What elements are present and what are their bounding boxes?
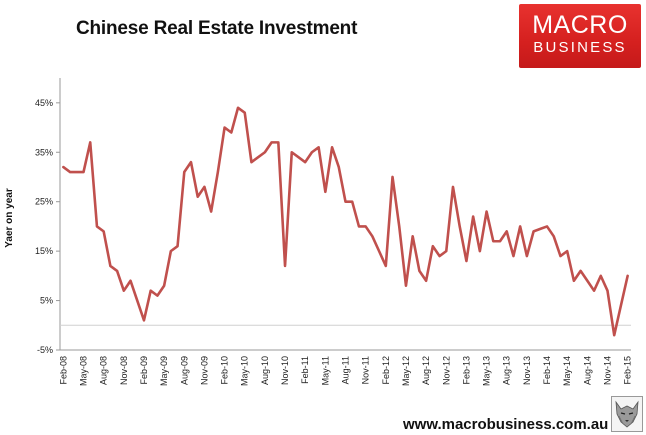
x-tick-label: Feb-11 [300, 356, 310, 384]
logo-line-macro: MACRO [532, 11, 628, 39]
x-tick-label: Feb-08 [58, 356, 68, 385]
x-tick-label: Aug-12 [421, 356, 431, 385]
x-tick-label: Feb-13 [461, 356, 471, 385]
x-tick-label: Feb-10 [220, 356, 230, 385]
x-tick-label: May-10 [240, 356, 250, 386]
x-tick-label: Nov-13 [522, 356, 532, 385]
x-tick-label: Aug-08 [99, 356, 109, 385]
wolf-icon [611, 396, 643, 432]
y-axis: -5% 5% 15% 25% 35% 45% [35, 78, 61, 355]
y-tick-label: 5% [40, 296, 53, 306]
y-tick-label: 45% [35, 98, 53, 108]
macrobusiness-logo[interactable]: MACRO BUSINESS [519, 4, 641, 68]
x-tick-label: Aug-11 [341, 356, 351, 384]
y-axis-label: Yaer on year [4, 188, 15, 248]
x-tick-label: May-13 [482, 356, 492, 386]
x-tick-label: Aug-10 [260, 356, 270, 385]
x-tick-label: Aug-14 [582, 356, 592, 385]
x-tick-label: Feb-09 [139, 356, 149, 385]
footer-url[interactable]: www.macrobusiness.com.au [403, 416, 609, 433]
x-tick-label: Nov-09 [199, 356, 209, 385]
x-tick-label: Nov-11 [361, 356, 371, 384]
x-tick-label: Nov-08 [119, 356, 129, 385]
x-tick-label: May-11 [320, 356, 330, 385]
series-line-real-estate-investment [62, 106, 629, 337]
y-tick-label: 35% [35, 147, 53, 157]
x-tick-label: Feb-15 [623, 356, 633, 385]
line-chart: -5% 5% 15% 25% 35% 45% Feb-08 May-08 Aug-08 Nov-… [4, 78, 633, 386]
chart-title: Chinese Real Estate Investment [76, 18, 358, 39]
x-tick-label: Aug-13 [502, 356, 512, 385]
x-tick-label: Aug-09 [179, 356, 189, 385]
x-tick-label: Nov-10 [280, 356, 290, 385]
x-tick-label: May-14 [562, 356, 572, 386]
x-tick-label: May-09 [159, 356, 169, 386]
x-tick-label: Feb-14 [542, 356, 552, 385]
x-axis: Feb-08 May-08 Aug-08 Nov-08 Feb-09 May-09 Aug-… [58, 349, 633, 386]
x-tick-label: Nov-14 [602, 356, 612, 385]
x-tick-label: Nov-12 [441, 356, 451, 385]
x-tick-label: May-12 [401, 356, 411, 386]
x-tick-label: May-08 [79, 356, 89, 386]
y-tick-label: -5% [37, 345, 53, 355]
x-tick-label: Feb-12 [381, 356, 391, 385]
logo-line-business: BUSINESS [533, 39, 627, 56]
series-group [62, 106, 629, 337]
y-tick-label: 25% [35, 197, 53, 207]
y-tick-label: 15% [35, 246, 53, 256]
